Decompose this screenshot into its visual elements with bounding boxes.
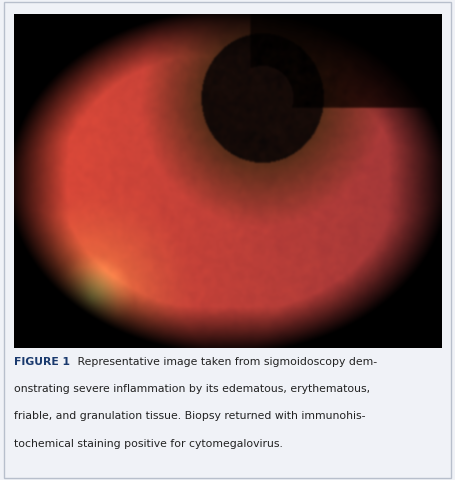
Text: Representative image taken from sigmoidoscopy dem-: Representative image taken from sigmoido… <box>74 357 377 367</box>
Text: friable, and granulation tissue. Biopsy returned with immunohis-: friable, and granulation tissue. Biopsy … <box>14 411 365 421</box>
Text: FIGURE 1: FIGURE 1 <box>14 357 70 367</box>
Text: tochemical staining positive for cytomegalovirus.: tochemical staining positive for cytomeg… <box>14 439 283 449</box>
Text: onstrating severe inflammation by its edematous, erythematous,: onstrating severe inflammation by its ed… <box>14 384 370 394</box>
